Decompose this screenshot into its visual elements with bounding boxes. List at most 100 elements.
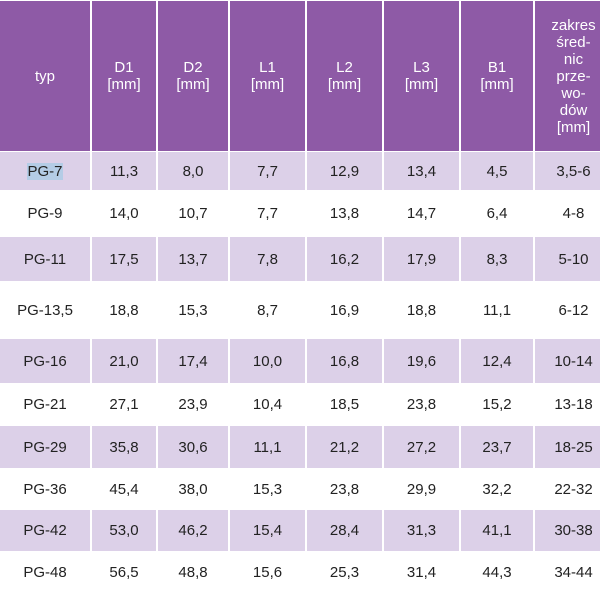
table-cell: 15,6 (252, 563, 283, 581)
table-cell: 29,9 (406, 480, 437, 498)
header-cell: zakres śred- nic prze- wo- dów [mm] (535, 1, 600, 151)
table-cell: 53,0 (92, 510, 156, 551)
table-cell: 14,0 (109, 205, 139, 222)
table-cell: 12,9 (307, 152, 382, 190)
table-cell: 18,8 (406, 301, 437, 319)
header-cell: L2 [mm] (307, 1, 382, 151)
table-cell: 17,5 (92, 237, 156, 281)
table-cell: 48,8 (178, 563, 208, 581)
table-cell: PG-48 (23, 563, 67, 581)
table-cell: PG-9 (27, 205, 63, 222)
table-cell: 6-12 (558, 301, 589, 319)
table-row: PG-13,5 18,8 15,3 8,7 16,9 18,8 11,1 6-12 (0, 282, 600, 338)
table-cell: 11,3 (92, 152, 156, 190)
table-cell: 15,3 (252, 480, 283, 498)
table-cell: 15,3 (178, 301, 208, 319)
table-cell: 7,7 (257, 205, 278, 222)
table-cell: 3,5-6 (535, 152, 600, 190)
table-cell: 23,7 (461, 426, 533, 468)
table-cell: PG-36 (23, 480, 67, 498)
header-cell: B1 [mm] (461, 1, 533, 151)
table-cell: 56,5 (109, 563, 139, 581)
table-cell: 27,2 (384, 426, 459, 468)
table-cell: 16,9 (329, 301, 360, 319)
header-cell: D2 [mm] (158, 1, 228, 151)
table-cell: 8,7 (257, 301, 278, 319)
table-row: PG-9 14,0 10,7 7,7 13,8 14,7 6,4 4-8 (0, 191, 600, 236)
table-cell: 11,1 (230, 426, 305, 468)
selected-text: PG-7 (27, 162, 63, 180)
table-cell: 8,0 (158, 152, 228, 190)
table-cell: 13,7 (158, 237, 228, 281)
table-cell: PG-7 (0, 152, 90, 190)
table-cell: 35,8 (92, 426, 156, 468)
table-cell: 10,0 (230, 339, 305, 383)
table-cell: 23,8 (329, 480, 360, 498)
table-row: PG-7 11,3 8,0 7,7 12,9 13,4 4,5 3,5-6 (0, 152, 600, 190)
table-cell: 16,8 (307, 339, 382, 383)
table-cell: 10,7 (178, 205, 208, 222)
table-cell: 41,1 (461, 510, 533, 551)
table-cell: 27,1 (109, 396, 139, 413)
table-cell: 21,2 (307, 426, 382, 468)
table-cell: 14,7 (406, 205, 437, 222)
table-cell: 4-8 (562, 205, 585, 222)
table-cell: 45,4 (109, 480, 139, 498)
table-cell: PG-13,5 (17, 301, 73, 319)
table-cell: PG-42 (0, 510, 90, 551)
table-cell: 18,5 (329, 396, 360, 413)
table-cell: 21,0 (92, 339, 156, 383)
header-cell: D1 [mm] (92, 1, 156, 151)
table-cell: 7,8 (230, 237, 305, 281)
header-row: typ D1 [mm] D2 [mm] L1 [mm] L2 [mm] L3 [mm] B1… (0, 1, 600, 151)
table-cell: PG-11 (0, 237, 90, 281)
table-cell: 8,3 (461, 237, 533, 281)
table-row: PG-21 27,1 23,9 10,4 18,5 23,8 15,2 13-18 (0, 384, 600, 425)
table-cell: 4,5 (461, 152, 533, 190)
table-cell: 34-44 (554, 563, 593, 581)
table-cell: 23,8 (406, 396, 437, 413)
table-cell: 22-32 (554, 480, 593, 498)
table-cell: 15,2 (482, 396, 512, 413)
table-cell: 31,4 (406, 563, 437, 581)
table-cell: 17,4 (158, 339, 228, 383)
table-row: PG-11 17,5 13,7 7,8 16,2 17,9 8,3 5-10 (0, 237, 600, 281)
table-cell: 15,4 (230, 510, 305, 551)
table-cell: 6,4 (486, 205, 508, 222)
table-cell: 32,2 (482, 480, 512, 498)
table-cell: 46,2 (158, 510, 228, 551)
table-cell: 16,2 (307, 237, 382, 281)
table-cell: PG-16 (0, 339, 90, 383)
table-cell: 28,4 (307, 510, 382, 551)
table-cell: 30,6 (158, 426, 228, 468)
header-cell: typ (0, 1, 90, 151)
table-cell: PG-21 (23, 396, 67, 413)
table-cell: 18,8 (109, 301, 139, 319)
header-cell: L1 [mm] (230, 1, 305, 151)
table-cell: 10-14 (535, 339, 600, 383)
table-cell: 38,0 (178, 480, 208, 498)
table-body: PG-7 11,3 8,0 7,7 12,9 13,4 4,5 3,5-6 PG-9 14,0 10… (0, 152, 600, 592)
table-cell: 12,4 (461, 339, 533, 383)
table-cell: 19,6 (384, 339, 459, 383)
header-cell: L3 [mm] (384, 1, 459, 151)
table-cell: 30-38 (535, 510, 600, 551)
table-row: PG-36 45,4 38,0 15,3 23,8 29,9 32,2 22-32 (0, 469, 600, 509)
table-cell: 13-18 (554, 396, 593, 413)
table-cell: 18-25 (535, 426, 600, 468)
table-row: PG-48 56,5 48,8 15,6 25,3 31,4 44,3 34-44 (0, 552, 600, 592)
table-row: PG-42 53,0 46,2 15,4 28,4 31,3 41,1 30-38 (0, 510, 600, 551)
table-row: PG-29 35,8 30,6 11,1 21,2 27,2 23,7 18-25 (0, 426, 600, 468)
table-cell: 44,3 (482, 563, 512, 581)
table-cell: PG-29 (0, 426, 90, 468)
table-cell: 13,8 (329, 205, 360, 222)
table-cell: 17,9 (384, 237, 459, 281)
table-cell: 11,1 (482, 301, 512, 319)
table-cell: 23,9 (178, 396, 208, 413)
table-cell: 13,4 (384, 152, 459, 190)
table-cell: 31,3 (384, 510, 459, 551)
table-cell: 7,7 (230, 152, 305, 190)
table-cell: 5-10 (535, 237, 600, 281)
